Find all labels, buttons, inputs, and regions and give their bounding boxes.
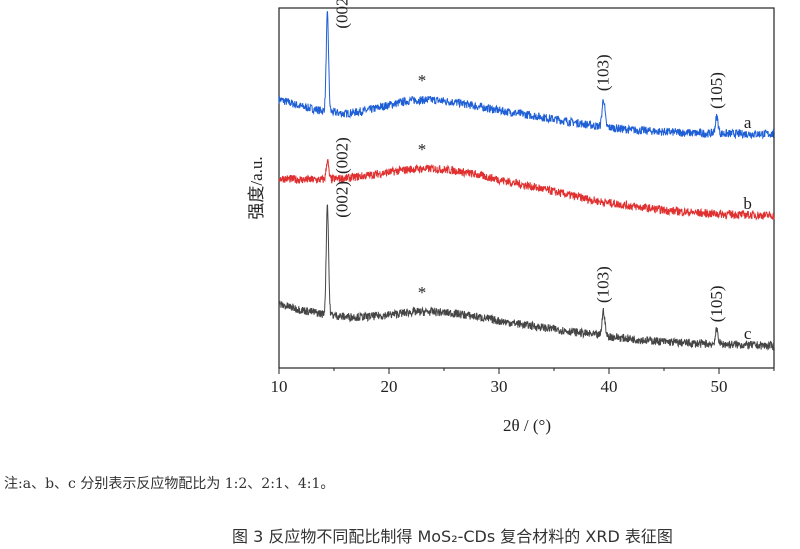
series-a: (002) (103) (105) * a — [278, 0, 775, 140]
x-axis: 10 20 30 40 50 — [271, 368, 775, 396]
series-line-c — [278, 204, 775, 352]
series-end-label: b — [743, 194, 752, 213]
x-tick-label: 10 — [271, 377, 288, 396]
peak-label: (105) — [707, 285, 726, 322]
plot-frame — [278, 7, 775, 369]
series-end-label: a — [744, 113, 752, 132]
x-tick-label: 50 — [711, 377, 728, 396]
x-tick-label: 20 — [381, 377, 398, 396]
series-line-a — [278, 11, 775, 140]
amorphous-star-marker: * — [418, 71, 427, 90]
series-layer: (002) (103) (105) * a (002) * b (002) (103) (105) *… — [278, 0, 775, 352]
y-axis-label: 强度/a.u. — [247, 156, 266, 219]
series-c: (002) (103) (105) * c — [278, 181, 775, 352]
series-line-b — [278, 158, 775, 221]
x-axis-label: 2θ / (°) — [503, 416, 551, 435]
x-tick-label: 30 — [491, 377, 508, 396]
figure-caption: 图 3 反应物不同配比制得 MoS₂-CDs 复合材料的 XRD 表征图 — [232, 527, 673, 546]
peak-label: (103) — [594, 266, 613, 303]
series-b: (002) * b — [278, 137, 775, 221]
peak-label: (105) — [707, 72, 726, 109]
x-tick-label: 40 — [601, 377, 618, 396]
peak-label: (002) — [332, 137, 351, 174]
peak-label: (002) — [332, 0, 351, 29]
amorphous-star-marker: * — [418, 283, 427, 302]
peak-label: (103) — [594, 54, 613, 91]
series-end-label: c — [744, 324, 752, 343]
amorphous-star-marker: * — [418, 140, 427, 159]
xrd-chart: (002) (103) (105) * a (002) * b (002) (103) (105) *… — [247, 0, 775, 435]
figure-note: 注:a、b、c 分别表示反应物配比为 1:2、2:1、4:1。 — [4, 476, 335, 492]
peak-label: (002) — [332, 181, 351, 218]
